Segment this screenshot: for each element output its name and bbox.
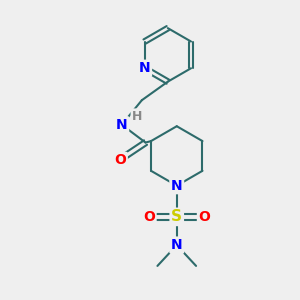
Text: H: H: [132, 110, 142, 123]
Text: O: O: [199, 210, 210, 224]
Text: N: N: [116, 118, 128, 132]
Text: O: O: [143, 210, 155, 224]
Text: N: N: [171, 238, 183, 252]
Text: N: N: [139, 61, 151, 75]
Text: O: O: [114, 153, 126, 167]
Text: N: N: [171, 179, 183, 193]
Text: S: S: [171, 209, 182, 224]
